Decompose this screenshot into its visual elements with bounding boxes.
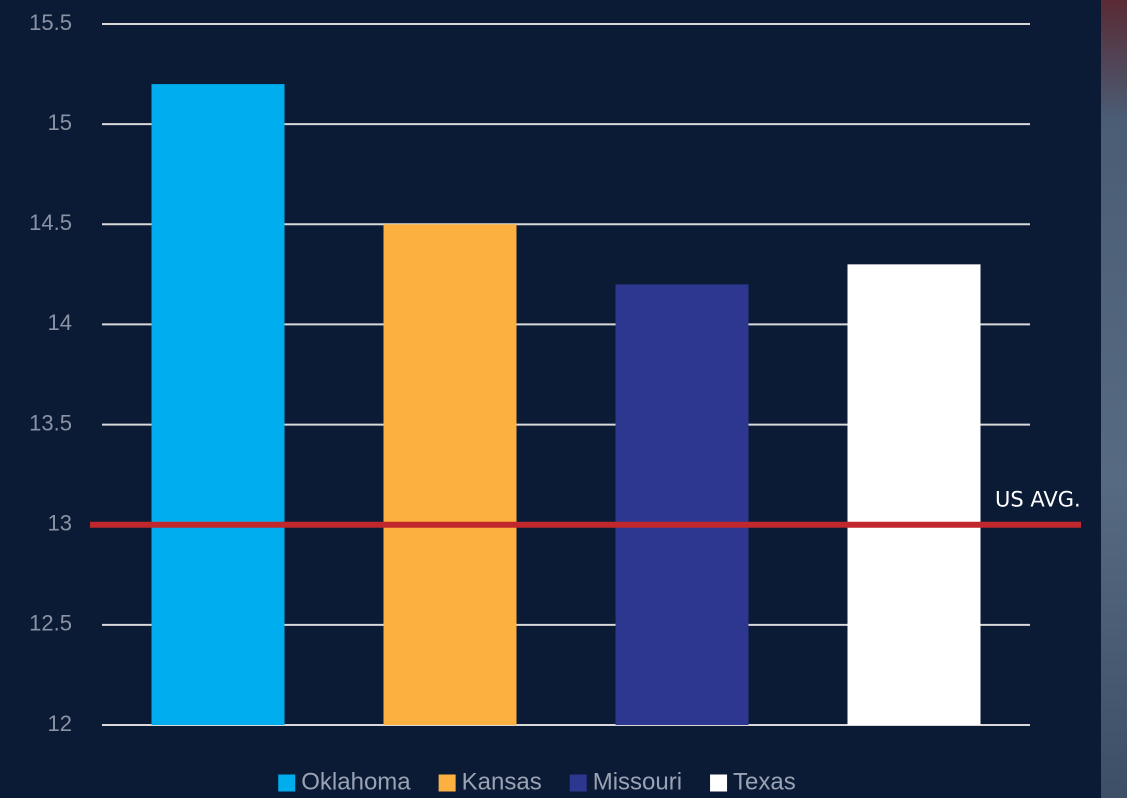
bar [615,284,749,725]
bars [151,84,981,726]
y-tick-label: 14 [48,310,72,335]
y-tick-label: 13 [48,511,72,536]
y-tick-label: 15.5 [29,10,72,35]
legend-swatch [278,774,296,792]
legend-label: Missouri [593,768,682,795]
reference-lines: US AVG. [90,488,1081,528]
bar [847,264,981,725]
legend: Oklahoma Kansas Missouri Texas [278,768,796,795]
legend-swatch [710,774,728,792]
y-tick-label: 13.5 [29,410,72,435]
bar [151,84,285,726]
y-tick-label: 15 [48,110,72,135]
reference-label: US AVG. [995,488,1081,512]
y-tick-label: 14.5 [29,210,72,235]
side-photo [1101,0,1127,798]
legend-label: Kansas [462,768,542,795]
bar [383,224,517,726]
legend-swatch [438,774,456,792]
legend-swatch [569,774,587,792]
y-tick-label: 12.5 [29,611,72,636]
y-tick-label: 12 [48,711,72,736]
legend-label: Texas [733,768,796,795]
legend-label: Oklahoma [301,768,411,795]
